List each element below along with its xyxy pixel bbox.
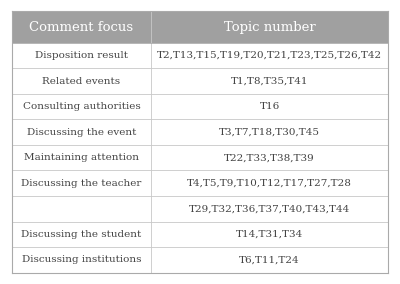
Text: T22,T33,T38,T39: T22,T33,T38,T39 [224, 153, 315, 162]
Text: Disposition result: Disposition result [35, 51, 128, 60]
Bar [12, 119, 388, 145]
Bar [12, 170, 388, 196]
Bar [12, 68, 388, 94]
Bar [12, 145, 388, 170]
Text: Related events: Related events [42, 76, 121, 85]
Text: T4,T5,T9,T10,T12,T17,T27,T28: T4,T5,T9,T10,T12,T17,T27,T28 [187, 179, 352, 188]
Bar [12, 43, 388, 68]
Text: Consulting authorities: Consulting authorities [23, 102, 140, 111]
Bar [12, 222, 388, 247]
Text: T16: T16 [260, 102, 280, 111]
Bar [12, 94, 388, 119]
Text: T1,T8,T35,T41: T1,T8,T35,T41 [231, 76, 308, 85]
Text: T3,T7,T18,T30,T45: T3,T7,T18,T30,T45 [219, 128, 320, 137]
Text: Discussing the event: Discussing the event [27, 128, 136, 137]
Text: Discussing the teacher: Discussing the teacher [21, 179, 142, 188]
Text: Topic number: Topic number [224, 20, 316, 34]
Text: Discussing the student: Discussing the student [22, 230, 142, 239]
Bar [12, 247, 388, 273]
Text: T29,T32,T36,T37,T40,T43,T44: T29,T32,T36,T37,T40,T43,T44 [189, 204, 350, 213]
Text: Comment focus: Comment focus [30, 20, 134, 34]
Text: Discussing institutions: Discussing institutions [22, 255, 141, 264]
Bar [12, 11, 388, 43]
Text: Maintaining attention: Maintaining attention [24, 153, 139, 162]
Bar [12, 196, 388, 222]
Text: T14,T31,T34: T14,T31,T34 [236, 230, 303, 239]
Text: T2,T13,T15,T19,T20,T21,T23,T25,T26,T42: T2,T13,T15,T19,T20,T21,T23,T25,T26,T42 [157, 51, 382, 60]
Text: T6,T11,T24: T6,T11,T24 [239, 255, 300, 264]
